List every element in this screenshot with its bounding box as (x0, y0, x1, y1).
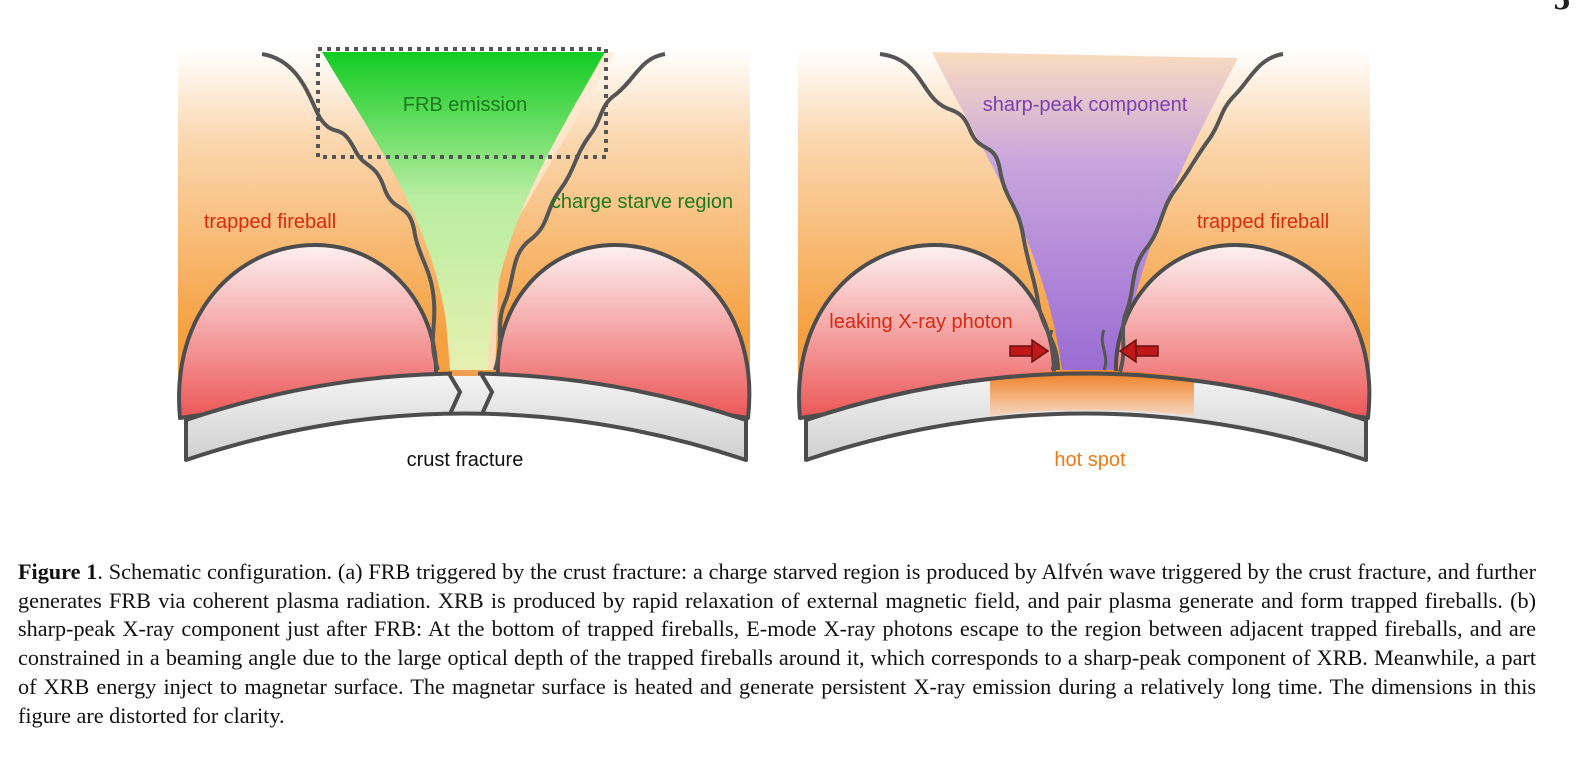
label-trapped-fireball-b: trapped fireball (1197, 211, 1329, 233)
caption-text: . Schematic configuration. (a) FRB trigg… (18, 559, 1536, 728)
label-leaking-xray-photon: leaking X-ray photon (829, 311, 1012, 333)
figure-panel-b: sharp-peak component trapped fireball le… (790, 40, 1380, 480)
label-frb-emission: FRB emission (403, 94, 527, 116)
label-sharp-peak-component: sharp-peak component (983, 94, 1188, 116)
figure-caption: Figure 1. Schematic configuration. (a) F… (18, 558, 1536, 730)
label-trapped-fireball-a: trapped fireball (204, 211, 336, 233)
label-hot-spot: hot spot (1054, 449, 1126, 471)
label-charge-starve-region: charge starve region (551, 191, 733, 213)
caption-label: Figure 1 (18, 559, 97, 584)
label-crust-fracture: crust fracture (407, 449, 524, 471)
page-number: 5 (1553, 0, 1571, 16)
panel-b-diagram: sharp-peak component trapped fireball le… (790, 40, 1380, 480)
figure-panel-a: FRB emission charge starve region trappe… (170, 40, 760, 480)
panel-a-diagram: FRB emission charge starve region trappe… (170, 40, 760, 480)
